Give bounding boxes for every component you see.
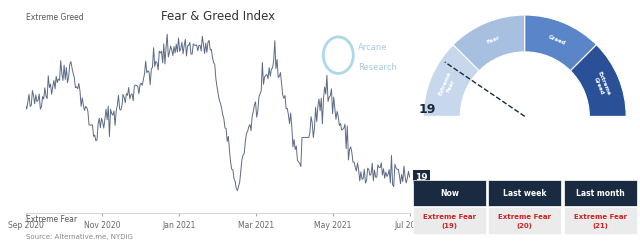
Text: (21): (21) <box>592 223 608 229</box>
FancyBboxPatch shape <box>488 207 561 234</box>
Text: Extreme
Fear: Extreme Fear <box>438 71 458 98</box>
FancyBboxPatch shape <box>564 207 637 234</box>
Text: Research: Research <box>358 63 397 72</box>
Text: Now: Now <box>440 189 459 197</box>
FancyBboxPatch shape <box>413 207 486 234</box>
Wedge shape <box>525 15 596 71</box>
Text: 19: 19 <box>419 103 436 116</box>
Text: Extreme Fear: Extreme Fear <box>423 214 476 220</box>
Text: Last week: Last week <box>503 189 547 197</box>
Text: Extreme Fear: Extreme Fear <box>573 214 627 220</box>
Text: Extreme Greed: Extreme Greed <box>26 13 83 22</box>
Text: 19: 19 <box>415 173 428 182</box>
Wedge shape <box>453 15 525 71</box>
Text: Arcane: Arcane <box>358 43 388 52</box>
Text: (20): (20) <box>517 223 532 229</box>
FancyBboxPatch shape <box>564 180 637 206</box>
Wedge shape <box>424 45 479 116</box>
Title: Fear & Greed Index: Fear & Greed Index <box>161 10 275 23</box>
Wedge shape <box>570 45 626 116</box>
Text: Source: Alternative.me, NYDIG: Source: Alternative.me, NYDIG <box>26 234 132 240</box>
Text: Extreme Fear: Extreme Fear <box>26 215 77 224</box>
Text: Extreme Fear: Extreme Fear <box>499 214 551 220</box>
Text: (19): (19) <box>442 223 458 229</box>
Text: Last month: Last month <box>576 189 625 197</box>
Text: Greed: Greed <box>547 34 566 46</box>
Text: Extreme
Greed: Extreme Greed <box>591 71 611 98</box>
FancyBboxPatch shape <box>413 180 486 206</box>
FancyBboxPatch shape <box>488 180 561 206</box>
Text: Fear: Fear <box>486 35 500 45</box>
